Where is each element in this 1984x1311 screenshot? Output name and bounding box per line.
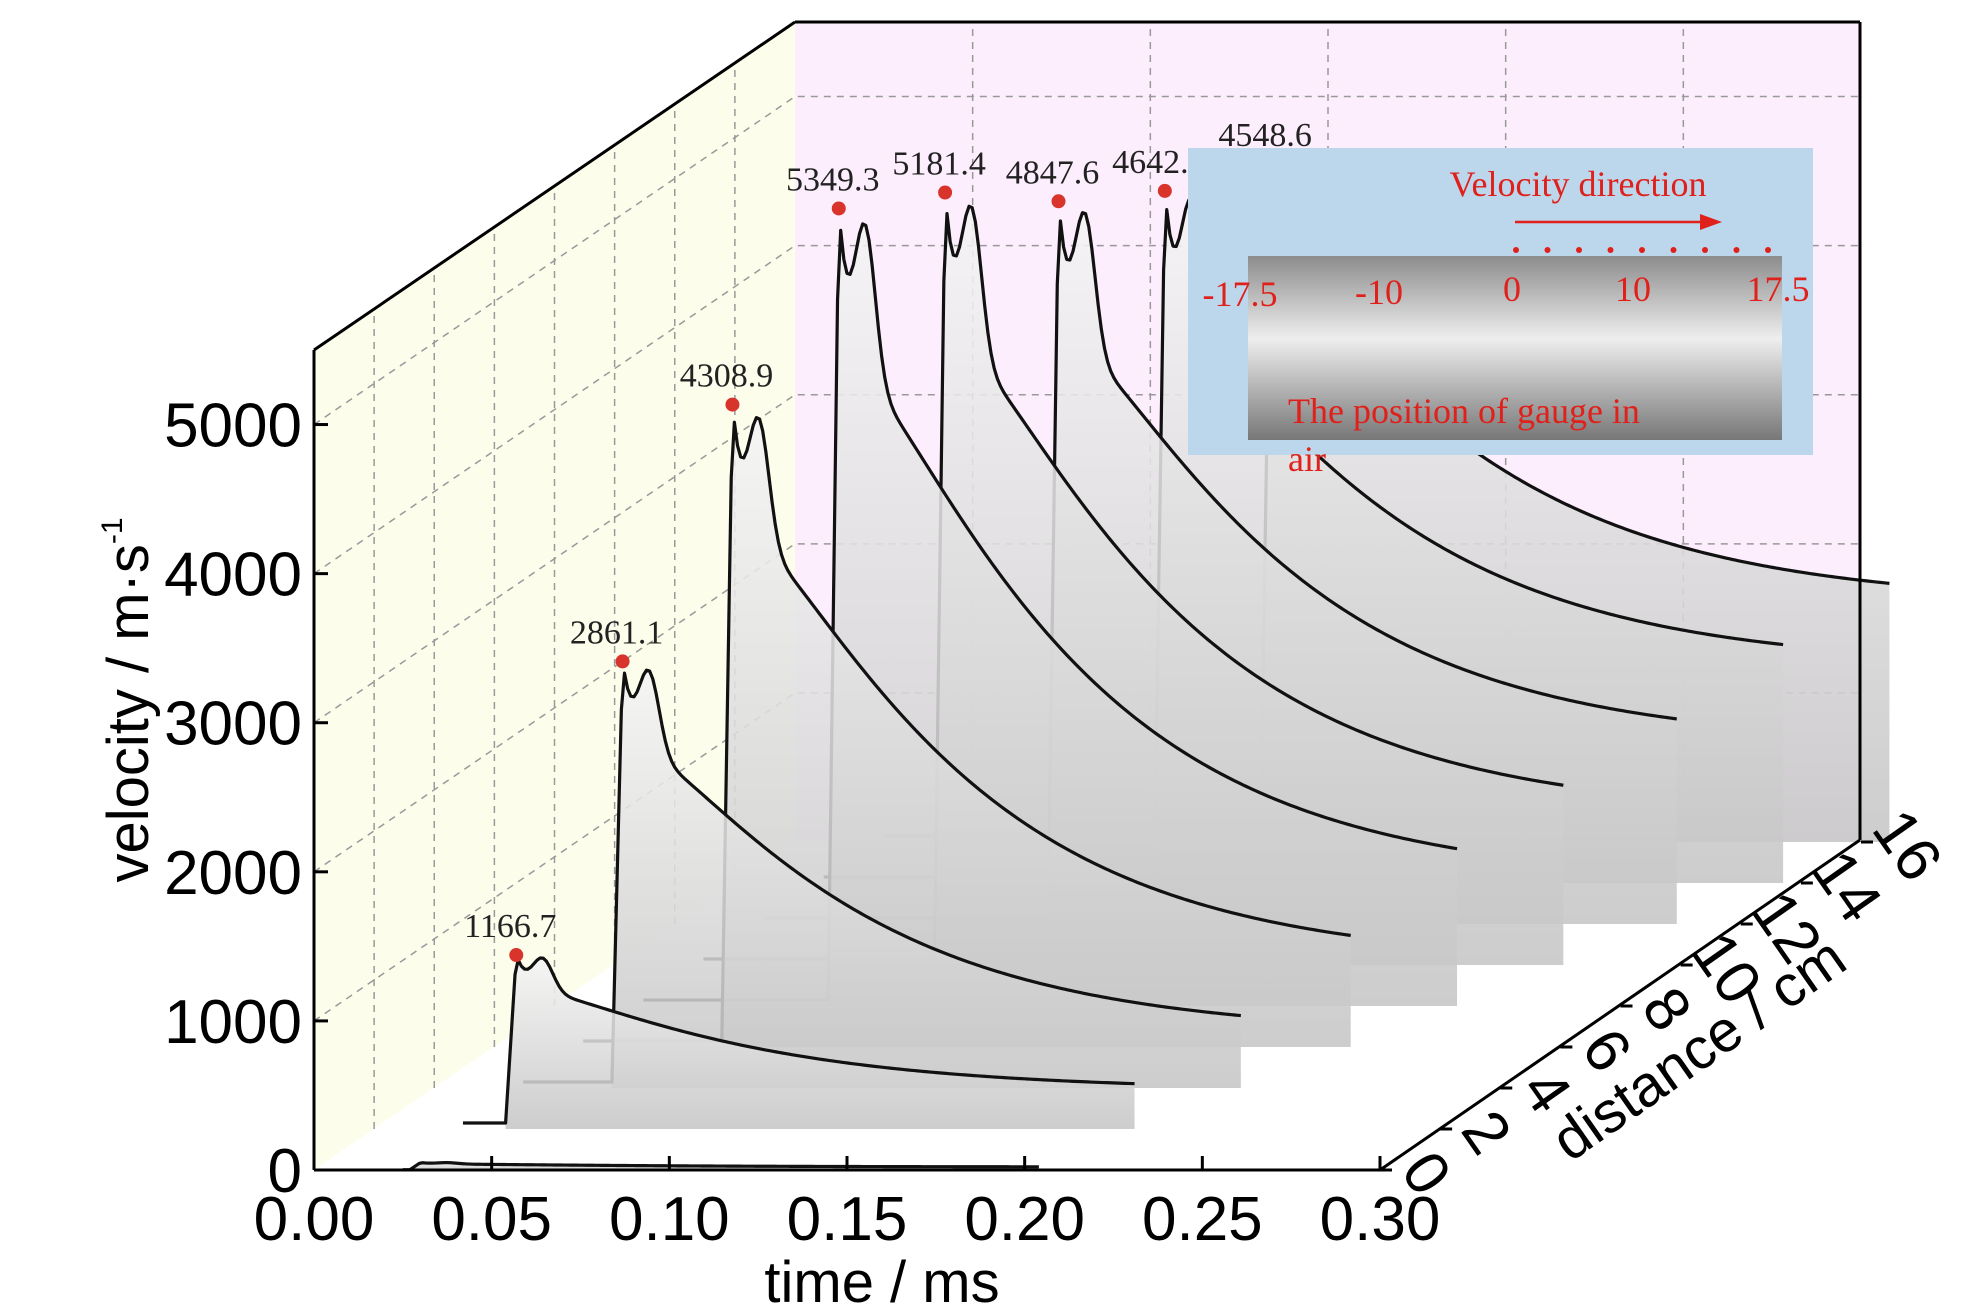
x-tick-label: 0.10 (609, 1185, 730, 1254)
inset-position-3: 0 (1503, 269, 1521, 309)
peak-marker (1051, 194, 1066, 209)
peak-marker (831, 201, 846, 216)
gauge-dot (1639, 247, 1645, 253)
peak-label: 4548.6 (1218, 117, 1312, 154)
series-line (643, 222, 1458, 1002)
series-fill (721, 417, 1351, 1047)
peak-label: 2861.1 (570, 614, 664, 651)
y-tick-label: 2000 (164, 839, 302, 908)
x-tick-label: 0.20 (964, 1185, 1085, 1254)
inset-position-4: 10 (1615, 269, 1651, 309)
series-line (402, 1161, 1039, 1172)
peak-marker (725, 397, 740, 412)
inset-caption: The position of gauge in air (1288, 391, 1640, 479)
peak-label: 1166.7 (464, 908, 556, 945)
gauge-dot (1733, 247, 1740, 253)
inset-caption-line-1: The position of gauge in (1288, 391, 1640, 431)
y-tick-label: 4000 (164, 541, 302, 610)
peak-label: 4308.9 (680, 358, 774, 395)
inset-position-2: -10 (1355, 272, 1403, 312)
series-line (523, 668, 1242, 1084)
x-tick-label: 0.15 (787, 1185, 908, 1254)
gauge-dot (1702, 247, 1708, 253)
peak-label: 4847.6 (1006, 154, 1100, 191)
peak-marker (1157, 183, 1172, 198)
x-tick-label: 0.25 (1142, 1185, 1263, 1254)
svg-text:velocity / m·s-1: velocity / m·s-1 (96, 517, 161, 882)
peak-marker (615, 654, 630, 669)
peak-label: 5349.3 (786, 161, 880, 198)
y-axis-title-sup: -1 (96, 517, 129, 544)
series-line (583, 416, 1351, 1043)
series-line (703, 204, 1564, 961)
y-tick-label: 3000 (164, 690, 302, 759)
x-tick-label: 0.00 (254, 1185, 375, 1254)
gauge-dot (1765, 247, 1771, 253)
direction-arrow (1515, 214, 1722, 230)
series-line (763, 211, 1678, 920)
series-fill (611, 670, 1241, 1088)
gauge-dot (1513, 247, 1519, 253)
y-tick-label: 5000 (164, 392, 302, 461)
peak-marker (509, 948, 524, 963)
gauge-dot (1670, 247, 1677, 253)
gauge-dot (1607, 247, 1614, 253)
inset-title: Velocity direction (1450, 164, 1707, 204)
series-ribbons (402, 170, 1890, 1172)
z-tick-label: 2 (1448, 1099, 1524, 1167)
inset-position-5: 17.5 (1747, 269, 1810, 309)
gauge-dot (1576, 247, 1582, 253)
x-tick-label: 0.05 (431, 1185, 552, 1254)
gauge-dots (1513, 247, 1771, 253)
cylinder (1248, 256, 1782, 440)
y-axis-title-text: velocity / m·s (96, 544, 161, 882)
peak-marker (938, 185, 953, 200)
y-tick-label: 0 (268, 1137, 302, 1206)
series-line (462, 956, 1135, 1125)
peak-label: 5181.4 (892, 146, 986, 183)
y-tick-label: 1000 (164, 988, 302, 1057)
x-tick-label: 0.30 (1320, 1185, 1441, 1254)
x-axis-title: time / ms (764, 1250, 999, 1311)
inset-caption-line-2: air (1288, 439, 1326, 479)
y-axis-title: velocity / m·s-1 (96, 517, 161, 882)
inset-position-1: -17.5 (1203, 274, 1278, 314)
gauge-dot (1544, 247, 1551, 253)
inset-diagram: Velocity direction -17.5 -10 0 10 17.5 T… (1188, 148, 1813, 479)
tick-marks (312, 423, 1873, 1172)
series-fill (505, 957, 1135, 1129)
